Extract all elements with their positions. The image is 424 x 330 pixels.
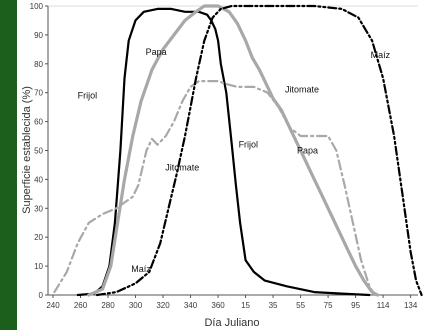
curve-label: Maíz xyxy=(371,50,391,60)
curve-label: Papa xyxy=(297,145,318,155)
y-tick-label: 30 xyxy=(34,204,43,213)
y-tick-label: 60 xyxy=(34,118,43,127)
x-tick-label: 240 xyxy=(46,301,60,310)
y-tick-label: 40 xyxy=(34,175,43,184)
y-tick-label: 20 xyxy=(34,233,43,242)
series-layer xyxy=(53,4,423,297)
series-line-jitomate xyxy=(53,80,376,297)
x-tick-label: 134 xyxy=(404,301,418,310)
y-tick-label: 100 xyxy=(30,2,44,11)
y-tick-label: 10 xyxy=(34,262,43,271)
y-tick-label: 0 xyxy=(39,291,44,300)
curve-label: Jitomate xyxy=(285,85,319,95)
x-tick-label: 55 xyxy=(296,301,305,310)
x-tick-label: 114 xyxy=(377,301,390,310)
x-tick-label: 75 xyxy=(324,301,333,310)
series-line-papa xyxy=(87,4,380,297)
x-tick-label: 360 xyxy=(211,301,225,310)
y-tick-label: 90 xyxy=(34,31,43,40)
x-axis: 240 260 280 300 320 340 360 15 35 55 75 95 114 134 xyxy=(46,295,418,310)
curve-label: Frijol xyxy=(239,140,259,150)
curve-label: Maíz xyxy=(131,264,151,274)
curve-label: Jitomate xyxy=(165,163,199,173)
x-tick-label: 340 xyxy=(184,301,198,310)
y-tick-label: 70 xyxy=(34,89,43,98)
y-tick-label: 80 xyxy=(34,60,43,69)
series-line-frijol xyxy=(76,7,371,297)
annotation-layer: Papa Frijol Maíz Jitomate Frijol Papa Jitomate… xyxy=(78,47,391,274)
y-tick-label: 50 xyxy=(34,147,43,156)
x-tick-label: 280 xyxy=(101,301,115,310)
x-tick-label: 260 xyxy=(74,301,88,310)
y-axis: 0 10 20 30 40 50 60 70 80 90 100 xyxy=(30,2,48,300)
x-tick-label: 95 xyxy=(351,301,360,310)
series-line-maiz xyxy=(95,4,423,297)
x-tick-label: 35 xyxy=(269,301,278,310)
x-tick-label: 300 xyxy=(129,301,143,310)
y-axis-title: Superficie establecida (%) xyxy=(21,86,33,214)
curve-label: Papa xyxy=(146,47,167,57)
x-tick-label: 320 xyxy=(156,301,170,310)
curve-label: Frijol xyxy=(78,90,98,100)
x-axis-title: Día Juliano xyxy=(204,317,259,329)
x-tick-label: 15 xyxy=(241,301,250,310)
